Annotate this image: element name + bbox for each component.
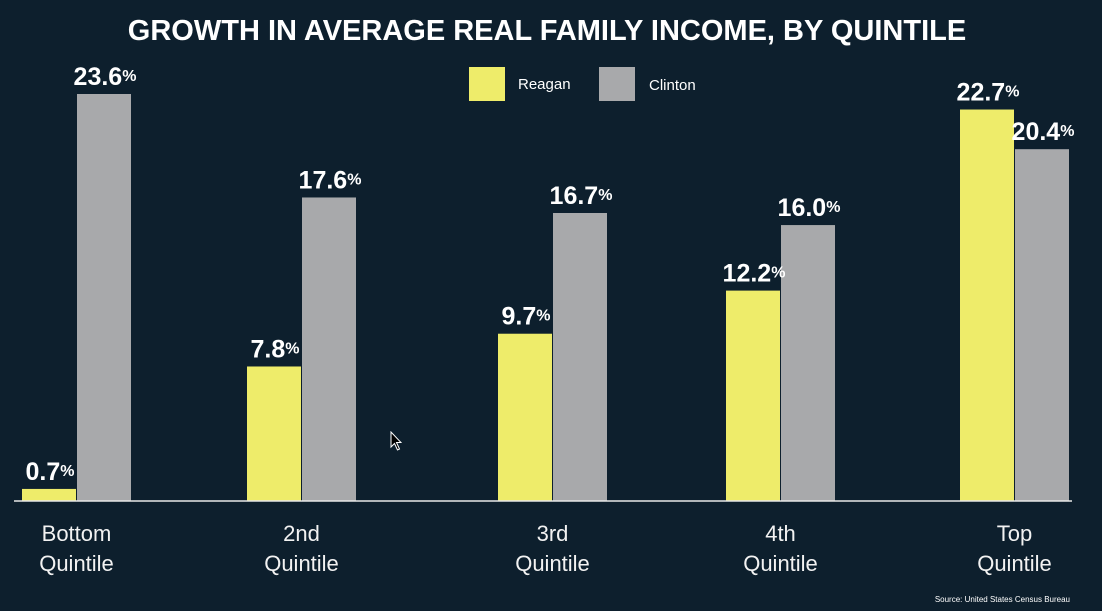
bar-reagan-2 xyxy=(498,333,552,501)
bar-reagan-1 xyxy=(247,366,301,501)
chart-title: GROWTH IN AVERAGE REAL FAMILY INCOME, BY… xyxy=(128,15,966,47)
category-label-0: Bottom Quintile xyxy=(39,521,114,576)
legend-swatch-reagan xyxy=(469,67,505,101)
value-labels: 0.7% 23.6% 7.8% 17.6% 9.7% 16.7% 12.2% 16.0% 22.… xyxy=(26,63,1075,486)
data-label-reagan-3: 12.2% xyxy=(723,260,786,288)
legend: Reagan Clinton xyxy=(469,67,696,101)
data-label-clinton-4: 20.4% xyxy=(1012,118,1075,146)
data-label-reagan-4: 22.7% xyxy=(957,79,1020,107)
category-label-3: 4th Quintile xyxy=(743,521,818,576)
category-labels: Bottom Quintile 2nd Quintile 3rd Quintile 4th Q… xyxy=(39,521,1052,576)
category-label-1: 2nd Quintile xyxy=(264,521,339,576)
bar-clinton-2 xyxy=(553,212,607,501)
legend-label-reagan: Reagan xyxy=(518,76,571,93)
bar-reagan-3 xyxy=(726,290,780,501)
bar-reagan-4 xyxy=(960,109,1014,502)
data-label-clinton-2: 16.7% xyxy=(550,182,613,210)
legend-swatch-clinton xyxy=(599,67,635,101)
data-label-reagan-2: 9.7% xyxy=(502,303,551,331)
bar-clinton-1 xyxy=(302,197,356,501)
data-label-clinton-0: 23.6% xyxy=(74,63,137,91)
bars xyxy=(22,94,1069,502)
category-label-4: Top Quintile xyxy=(977,521,1052,576)
data-label-reagan-0: 0.7% xyxy=(26,458,75,486)
bar-clinton-4 xyxy=(1015,149,1069,501)
source-note: Source: United States Census Bureau xyxy=(935,595,1070,604)
data-label-clinton-3: 16.0% xyxy=(778,194,841,222)
bar-reagan-0 xyxy=(22,488,76,501)
bar-clinton-3 xyxy=(781,225,835,501)
legend-label-clinton: Clinton xyxy=(649,77,696,94)
data-label-reagan-1: 7.8% xyxy=(251,335,300,363)
data-label-clinton-1: 17.6% xyxy=(299,166,362,194)
mouse-cursor-icon xyxy=(390,431,402,451)
category-label-2: 3rd Quintile xyxy=(515,521,590,576)
bar-clinton-0 xyxy=(77,94,131,501)
